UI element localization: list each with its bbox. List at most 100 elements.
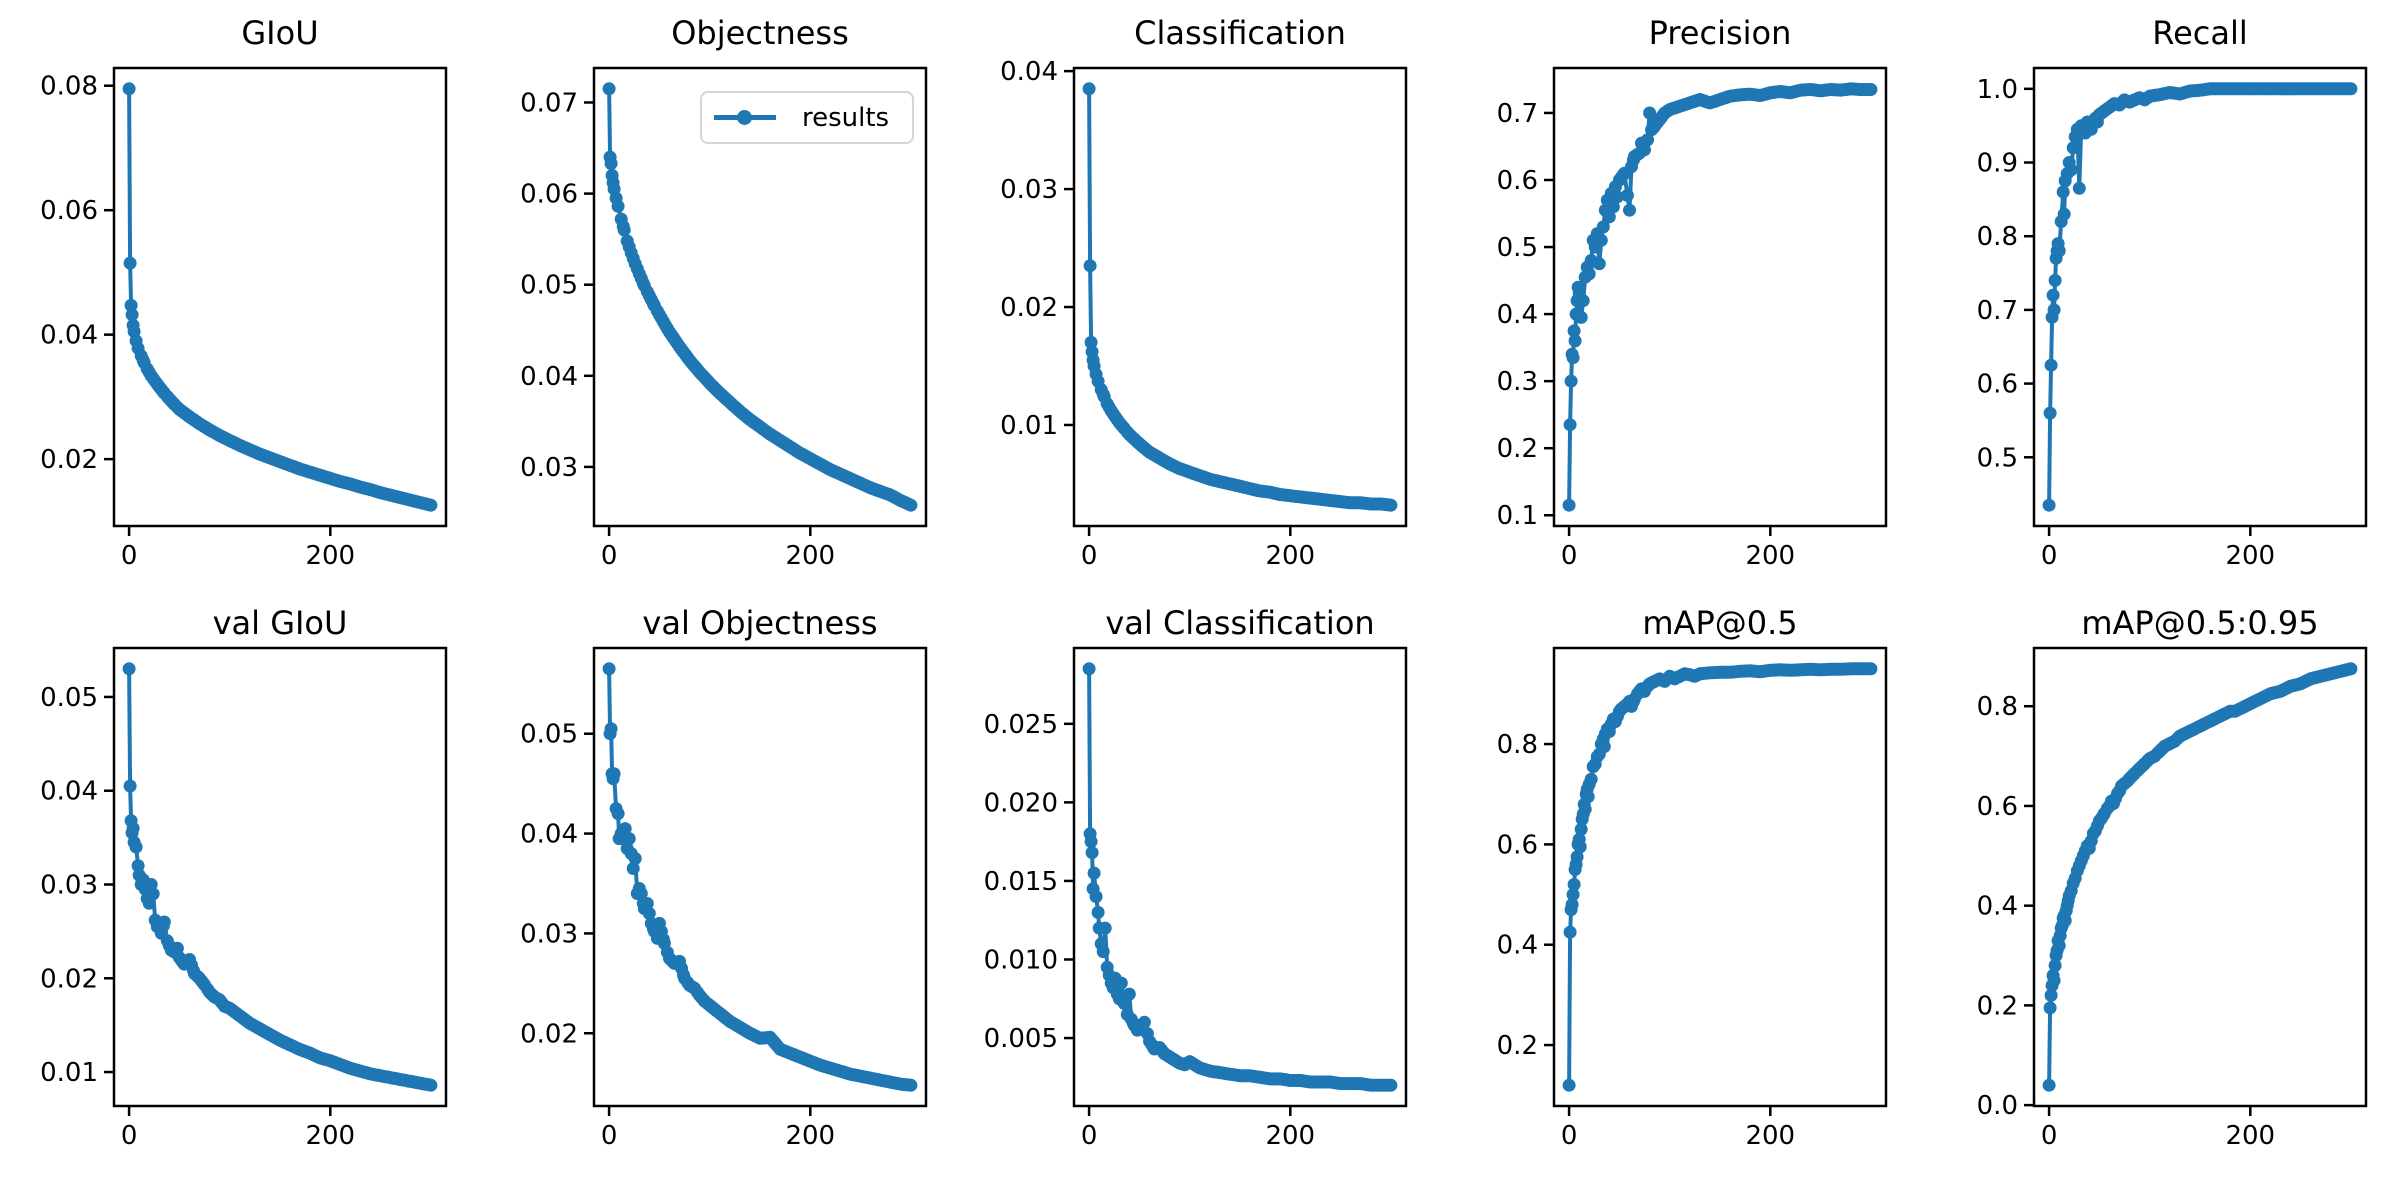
subplot-val-classification: val Classification 0.005 0.010 0.015 0.020 0…	[960, 600, 1440, 1200]
legend-line-sample	[714, 110, 776, 125]
subplot-giou: GIoU 0.02 0.04 0.06 0.08 0 200	[0, 0, 480, 600]
svg-text:0.7: 0.7	[1977, 296, 2018, 326]
axes-frame	[592, 646, 928, 1108]
svg-text:0.05: 0.05	[40, 683, 98, 713]
x-axis-ticks: 0 200	[2041, 1106, 2275, 1151]
svg-text:0.6: 0.6	[1977, 370, 2018, 400]
chart-title-classification: Classification	[1134, 14, 1346, 52]
data-series	[1562, 662, 1878, 1092]
svg-text:200: 200	[1265, 1121, 1315, 1151]
svg-text:0.6: 0.6	[1497, 830, 1538, 860]
subplot-recall: Recall 0.5 0.6 0.7 0.8 0.9 1.0 0 200	[1920, 0, 2400, 600]
x-axis-ticks: 0 200	[1081, 526, 1315, 571]
svg-text:0.05: 0.05	[520, 720, 578, 750]
svg-text:200: 200	[785, 541, 835, 571]
svg-text:1.0: 1.0	[1977, 75, 2018, 105]
svg-text:0: 0	[2041, 1121, 2058, 1151]
chart-canvas-objectness: 0.03 0.04 0.05 0.06 0.07 0 200	[520, 66, 928, 571]
x-axis-ticks: 0 200	[2041, 526, 2275, 571]
data-series	[1082, 82, 1398, 512]
chart-canvas-map05: 0.2 0.4 0.6 0.8 0 200	[1497, 646, 1888, 1151]
svg-text:0.01: 0.01	[1000, 411, 1058, 441]
y-axis-ticks: 0.2 0.4 0.6 0.8	[1497, 730, 1554, 1061]
svg-text:0.5: 0.5	[1497, 233, 1538, 263]
chart-canvas-precision: 0.1 0.2 0.3 0.4 0.5 0.6 0.7 0 200	[1497, 66, 1888, 571]
svg-text:0.9: 0.9	[1977, 149, 2018, 179]
subplot-classification: Classification 0.01 0.02 0.03 0.04 0 200	[960, 0, 1440, 600]
axes-frame	[1552, 66, 1888, 528]
svg-text:0.03: 0.03	[1000, 175, 1058, 205]
svg-text:0: 0	[601, 541, 618, 571]
svg-text:0.2: 0.2	[1497, 1031, 1538, 1061]
svg-text:0: 0	[1561, 1121, 1578, 1151]
x-axis-ticks: 0 200	[1561, 526, 1795, 571]
svg-text:0.005: 0.005	[984, 1024, 1058, 1054]
x-axis-ticks: 0 200	[121, 1106, 355, 1151]
chart-title-recall: Recall	[2152, 14, 2248, 52]
data-series	[602, 662, 918, 1092]
chart-title-map0595: mAP@0.5:0.95	[2081, 604, 2319, 642]
svg-text:0.02: 0.02	[40, 445, 98, 475]
svg-text:200: 200	[2225, 541, 2275, 571]
svg-text:0.03: 0.03	[520, 453, 578, 483]
chart-title-val-giou: val GIoU	[212, 604, 348, 642]
subplot-map0595: mAP@0.5:0.95 0.0 0.2 0.4 0.6 0.8 0 200	[1920, 600, 2400, 1200]
svg-text:0.4: 0.4	[1497, 300, 1538, 330]
chart-canvas-map0595: 0.0 0.2 0.4 0.6 0.8 0 200	[1977, 646, 2368, 1151]
y-axis-ticks: 0.01 0.02 0.03 0.04	[1000, 57, 1074, 441]
subplot-map05: mAP@0.5 0.2 0.4 0.6 0.8 0 200	[1440, 600, 1920, 1200]
svg-text:0.06: 0.06	[40, 196, 98, 226]
svg-text:0: 0	[601, 1121, 618, 1151]
svg-text:0.04: 0.04	[520, 820, 578, 850]
data-series	[2042, 82, 2358, 512]
x-axis-ticks: 0 200	[1561, 1106, 1795, 1151]
y-axis-ticks: 0.005 0.010 0.015 0.020 0.025	[984, 710, 1074, 1054]
svg-text:0.1: 0.1	[1497, 501, 1538, 531]
svg-text:0: 0	[1081, 541, 1098, 571]
svg-text:0.01: 0.01	[40, 1058, 98, 1088]
svg-text:0: 0	[121, 1121, 138, 1151]
svg-text:0.05: 0.05	[520, 271, 578, 301]
svg-text:0.8: 0.8	[1977, 222, 2018, 252]
svg-text:0.02: 0.02	[40, 964, 98, 994]
chart-title-val-classification: val Classification	[1105, 604, 1375, 642]
svg-text:200: 200	[1745, 541, 1795, 571]
x-axis-ticks: 0 200	[121, 526, 355, 571]
svg-text:0.7: 0.7	[1497, 99, 1538, 129]
svg-text:0.020: 0.020	[984, 788, 1058, 818]
axes-frame	[1552, 646, 1888, 1108]
chart-title-precision: Precision	[1648, 14, 1792, 52]
y-axis-ticks: 0.5 0.6 0.7 0.8 0.9 1.0	[1977, 75, 2034, 473]
data-series	[1562, 82, 1878, 512]
chart-title-map05: mAP@0.5	[1642, 604, 1798, 642]
axes-frame	[1072, 646, 1408, 1108]
chart-canvas-giou: 0.02 0.04 0.06 0.08 0 200	[40, 66, 448, 571]
subplot-precision: Precision 0.1 0.2 0.3 0.4 0.5 0.6 0.7 0 200	[1440, 0, 1920, 600]
data-series	[1082, 662, 1398, 1092]
svg-text:0.04: 0.04	[40, 777, 98, 807]
svg-text:0: 0	[2041, 541, 2058, 571]
svg-text:0: 0	[1561, 541, 1578, 571]
svg-text:0.6: 0.6	[1977, 792, 2018, 822]
y-axis-ticks: 0.0 0.2 0.4 0.6 0.8	[1977, 692, 2034, 1121]
chart-title-objectness: Objectness	[671, 14, 849, 52]
svg-text:0.6: 0.6	[1497, 166, 1538, 196]
chart-canvas-classification: 0.01 0.02 0.03 0.04 0 200	[1000, 57, 1408, 571]
y-axis-ticks: 0.02 0.04 0.06 0.08	[40, 72, 114, 475]
axes-frame	[2032, 66, 2368, 528]
svg-text:0.8: 0.8	[1977, 692, 2018, 722]
svg-text:0.06: 0.06	[520, 180, 578, 210]
axes-frame	[2032, 646, 2368, 1108]
y-axis-ticks: 0.03 0.04 0.05 0.06 0.07	[520, 88, 594, 483]
svg-text:200: 200	[305, 541, 355, 571]
chart-canvas-recall: 0.5 0.6 0.7 0.8 0.9 1.0 0 200	[1977, 66, 2368, 571]
chart-title-giou: GIoU	[241, 14, 319, 52]
svg-text:0: 0	[1081, 1121, 1098, 1151]
subplot-val-giou: val GIoU 0.01 0.02 0.03 0.04 0.05 0 200	[0, 600, 480, 1200]
chart-canvas-val-classification: 0.005 0.010 0.015 0.020 0.025 0 200	[984, 646, 1408, 1151]
svg-text:0.4: 0.4	[1977, 892, 2018, 922]
data-series	[602, 82, 918, 512]
svg-text:0.03: 0.03	[520, 919, 578, 949]
x-axis-ticks: 0 200	[1081, 1106, 1315, 1151]
